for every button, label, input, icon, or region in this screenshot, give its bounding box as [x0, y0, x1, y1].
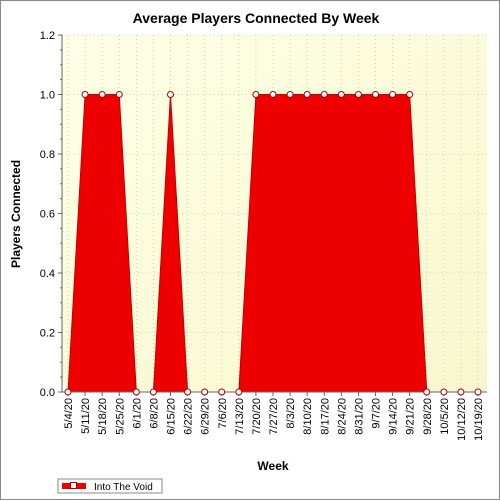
legend-marker	[70, 482, 77, 489]
data-point	[64, 388, 72, 396]
data-point	[201, 388, 209, 396]
x-axis-label: Week	[257, 459, 288, 473]
y-tick-label: 1.2	[40, 30, 55, 42]
x-tick-label: 8/3/20	[285, 398, 297, 429]
x-tick-label: 10/19/20	[473, 398, 485, 441]
y-tick-label: 1.0	[40, 90, 55, 102]
x-tick-label: 7/13/20	[234, 398, 246, 435]
x-tick-label: 8/31/20	[353, 398, 365, 435]
legend-box	[57, 478, 163, 494]
x-tick-label: 5/4/20	[63, 398, 75, 429]
data-point	[474, 388, 482, 396]
x-tick-label: 8/17/20	[319, 398, 331, 435]
data-point	[149, 388, 157, 396]
x-tick-label: 5/18/20	[97, 398, 109, 435]
data-point	[440, 388, 448, 396]
data-point	[218, 388, 226, 396]
x-tick-label: 7/6/20	[217, 398, 229, 429]
x-tick-label: 9/14/20	[388, 398, 400, 435]
x-tick-label: 9/21/20	[405, 398, 417, 435]
data-point	[132, 388, 140, 396]
data-point	[320, 91, 328, 98]
x-tick-label: 9/28/20	[422, 398, 434, 435]
data-point	[81, 91, 89, 98]
x-tick-label: 8/10/20	[302, 398, 314, 435]
data-point	[303, 91, 311, 98]
x-tick-label: 6/8/20	[148, 398, 160, 429]
data-point	[286, 91, 294, 98]
x-axis-ticks: 5/4/20 5/11/20 5/18/20 5/25/20 6/1/20 6/8/20 6…	[63, 392, 485, 441]
x-tick-label: 9/7/20	[371, 398, 383, 429]
chart-title: Average Players Connected By Week	[133, 10, 380, 26]
y-axis-label: Players Connected	[9, 160, 23, 268]
y-tick-label: 0.8	[40, 149, 55, 161]
x-tick-label: 6/15/20	[166, 398, 178, 435]
data-point	[167, 91, 174, 98]
data-point	[406, 91, 414, 98]
x-tick-label: 7/20/20	[251, 398, 263, 435]
x-tick-label: 7/27/20	[268, 398, 280, 435]
y-tick-label: 0.6	[40, 209, 55, 221]
data-point	[98, 91, 106, 98]
data-point	[235, 388, 243, 396]
x-tick-label: 6/22/20	[183, 398, 195, 435]
x-tick-label: 5/11/20	[80, 398, 92, 434]
y-tick-label: 0.0	[40, 387, 55, 399]
data-point	[389, 91, 397, 98]
legend: Into The Void	[57, 478, 163, 494]
y-tick-label: 0.4	[40, 268, 55, 280]
data-point	[184, 388, 192, 396]
x-tick-label: 10/12/20	[456, 398, 468, 441]
x-tick-label: 6/29/20	[200, 398, 212, 435]
data-point	[269, 91, 277, 98]
data-point	[372, 91, 379, 98]
data-point	[354, 91, 362, 98]
y-axis-ticks: 0.0 0.2 0.4 0.6 0.8 1.0 1.2	[40, 30, 62, 399]
x-tick-label: 6/1/20	[131, 398, 143, 429]
x-tick-label: 8/24/20	[336, 398, 348, 435]
data-point	[457, 388, 465, 396]
series-markers	[64, 91, 482, 396]
data-point	[115, 91, 123, 98]
data-point	[252, 91, 260, 98]
legend-label: Into The Void	[94, 482, 153, 493]
x-tick-label: 10/5/20	[439, 398, 451, 435]
y-tick-label: 0.2	[40, 328, 55, 340]
data-point	[423, 388, 431, 396]
data-point	[337, 91, 345, 98]
x-tick-label: 5/25/20	[114, 398, 126, 435]
